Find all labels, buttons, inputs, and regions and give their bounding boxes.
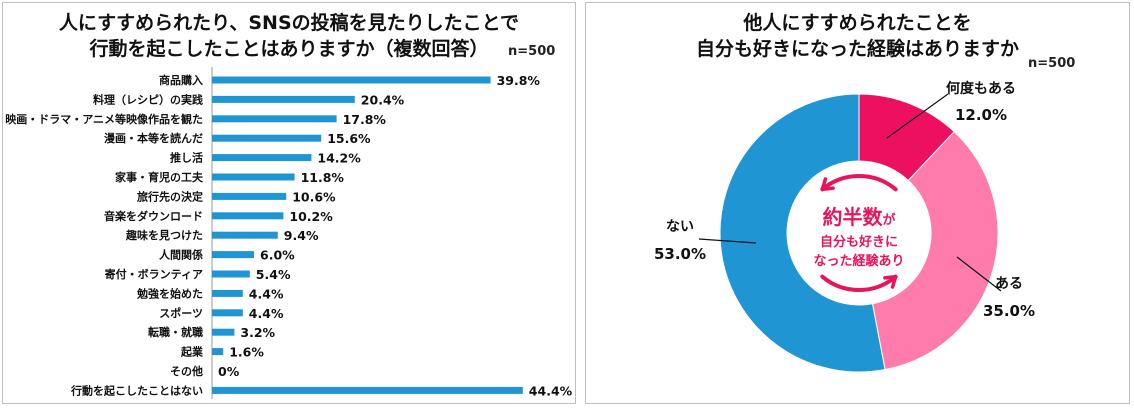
bar	[212, 348, 224, 356]
bar	[212, 76, 491, 84]
arrow-head-icon	[820, 177, 835, 192]
donut-chart-sample-size: n=500	[1028, 56, 1076, 71]
arrow-head-icon	[883, 274, 898, 289]
bar-value-label: 44.4%	[529, 383, 573, 398]
donut-chart-title-line2: 自分も好きになった経験はありますか	[695, 38, 1019, 60]
center-arrow-top	[820, 174, 898, 192]
bar-chart: 商品購入 39.8% 料理（レシピ）の実践 20.4% 映画・ドラマ・アニメ等映像作品を…	[5, 67, 573, 399]
bar-category-label: 趣味を見つけた	[125, 228, 203, 242]
bar-category-label: その他	[170, 364, 203, 378]
bar-value-label: 10.2%	[289, 209, 333, 224]
bar-value-label: 4.4%	[249, 306, 284, 321]
bar	[212, 154, 312, 162]
donut-slice-label: ある	[995, 276, 1023, 292]
bar	[212, 251, 254, 259]
bar	[212, 328, 235, 336]
donut-chart-panel: 他人にすすめられたことを 自分も好きになった経験はありますか n=500 何度も…	[585, 2, 1130, 404]
bar-category-label: 料理（レシピ）の実践	[93, 92, 203, 106]
bar	[212, 231, 278, 239]
donut-slice-label: ない	[666, 219, 694, 235]
bar	[212, 134, 322, 142]
donut-slice-value: 53.0%	[654, 245, 706, 263]
donut-slice	[871, 130, 999, 371]
bar-value-label: 14.2%	[317, 151, 361, 166]
bar-value-label: 3.2%	[240, 325, 275, 340]
bar-category-label: 起業	[180, 345, 204, 359]
bar	[212, 115, 337, 123]
bar-category-label: スポーツ	[159, 306, 203, 320]
bar-value-label: 0%	[218, 364, 240, 379]
center-line2: 自分も好きに	[820, 234, 898, 250]
bar-value-label: 11.8%	[301, 170, 345, 185]
bar-value-label: 10.6%	[292, 189, 336, 204]
bar	[212, 289, 243, 297]
bar	[212, 173, 295, 181]
donut-leader-line	[956, 256, 1002, 292]
bar-chart-title-line1: 人にすすめられたり、SNSの投稿を見たりしたことで	[58, 12, 520, 34]
bar-category-label: 映画・ドラマ・アニメ等映像作品を観た	[5, 112, 203, 126]
donut-chart: 何度もある 12.0% ある 35.0% ない 53.0% 約半数が自分も好きになった経験あ…	[654, 80, 1035, 373]
bar-chart-title-line2: 行動を起こしたことはありますか（複数回答）	[89, 38, 489, 60]
bar-category-label: 行動を起こしたことはない	[70, 383, 203, 397]
bar-category-label: 商品購入	[159, 73, 203, 87]
bar-value-label: 17.8%	[343, 112, 387, 127]
bar-value-label: 4.4%	[249, 286, 284, 301]
donut-leader-line	[698, 238, 757, 244]
center-line3: なった経験あり	[813, 253, 904, 269]
bar-value-label: 5.4%	[256, 267, 291, 282]
bar-value-label: 39.8%	[497, 73, 541, 88]
bar	[212, 270, 250, 278]
center-arrow-bottom	[820, 274, 898, 292]
donut-slice	[719, 93, 886, 373]
bar-chart-sample-size: n=500	[508, 44, 556, 59]
bar-category-label: 旅行先の決定	[137, 189, 203, 203]
donut-slice-value: 12.0%	[955, 106, 1007, 124]
bar-value-label: 6.0%	[260, 248, 295, 263]
bar-value-label: 9.4%	[284, 228, 319, 243]
bar-category-label: 漫画・本等を読んだ	[104, 131, 203, 145]
donut-slice-label: 何度もある	[946, 80, 1016, 97]
center-headline: 約半数が	[822, 205, 895, 229]
donut-slice-value: 35.0%	[983, 302, 1035, 320]
bar-chart-panel: 人にすすめられたり、SNSの投稿を見たりしたことで 行動を起こしたことはあります…	[2, 2, 576, 404]
bar-category-label: 転職・就職	[148, 325, 203, 339]
bar	[212, 95, 355, 103]
donut-leader-line	[886, 93, 949, 139]
bar-category-label: 推し活	[170, 151, 203, 165]
bar	[212, 309, 243, 317]
bar-category-label: 家事・育児の工夫	[115, 170, 204, 184]
bar-category-label: 音楽をダウンロード	[104, 209, 203, 223]
bar-value-label: 20.4%	[361, 92, 405, 107]
donut-chart-title-line1: 他人にすすめられたことを	[743, 12, 972, 34]
bar-category-label: 勉強を始めた	[136, 286, 203, 300]
bar-value-label: 15.6%	[327, 131, 371, 146]
bar	[212, 386, 523, 394]
bar-category-label: 人間関係	[159, 248, 203, 262]
bar	[212, 212, 284, 220]
bar-category-label: 寄付・ボランティア	[105, 267, 203, 281]
bar-value-label: 1.6%	[229, 345, 264, 360]
bar	[212, 192, 287, 200]
